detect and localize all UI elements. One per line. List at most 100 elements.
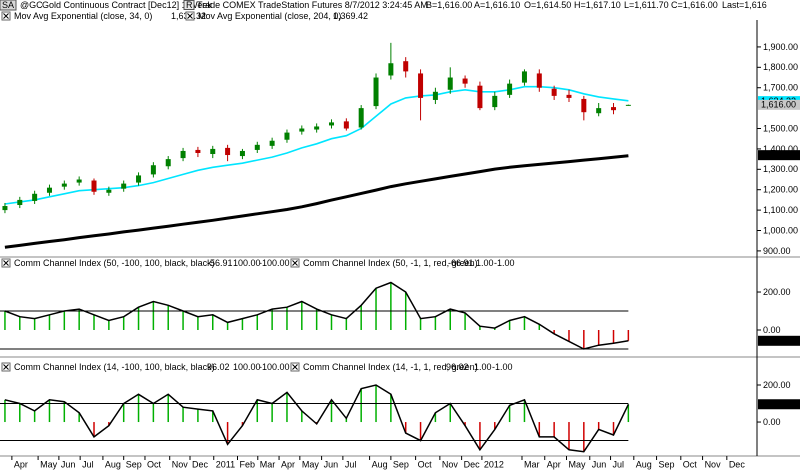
x-tick-label: Dec xyxy=(192,459,209,469)
y-tick-label: 200.00 xyxy=(763,380,791,390)
x-tick-label: May xyxy=(569,459,587,469)
candle-body xyxy=(314,126,320,130)
candle-body xyxy=(507,83,513,95)
current-value-box xyxy=(758,150,800,161)
x-tick-label: May xyxy=(302,459,320,469)
y-tick-label: 1,400.00 xyxy=(763,144,798,154)
indicator-param: -100.00 xyxy=(259,362,290,372)
candle-body xyxy=(388,63,394,76)
quote: L=1,611.70 xyxy=(624,0,669,10)
x-tick-label: Nov xyxy=(172,459,189,469)
candle-body xyxy=(76,179,82,183)
quote: A=1,616.10 xyxy=(474,0,520,10)
current-value-box xyxy=(758,399,800,410)
current-value-label: -56.91 xyxy=(761,336,787,346)
x-tick-label: 2011 xyxy=(216,459,235,469)
x-tick-label: Apr xyxy=(281,459,295,469)
indicator-value: 1,369.42 xyxy=(333,11,368,21)
y-tick-label: 1,500.00 xyxy=(763,123,798,133)
indicator-name: Mov Avg Exponential (close, 34, 0) xyxy=(14,11,152,21)
candle-body xyxy=(210,148,216,155)
y-tick-label: 0.00 xyxy=(763,417,781,427)
candle-body xyxy=(32,193,38,201)
checkbox-x xyxy=(187,13,193,19)
y-tick-label: 1,000.00 xyxy=(763,225,798,235)
indicator-param: 100.00 xyxy=(233,362,261,372)
quote: B=1,616.00 xyxy=(426,0,472,10)
x-tick-label: Nov xyxy=(442,459,459,469)
y-tick-label: 1,100.00 xyxy=(763,205,798,215)
x-tick-label: Apr xyxy=(547,459,561,469)
checkbox-x xyxy=(292,364,298,370)
quote: H=1,617.10 xyxy=(574,0,621,10)
x-tick-label: Dec xyxy=(464,459,481,469)
candle-body xyxy=(343,121,349,129)
x-tick-label: Mar xyxy=(524,459,540,469)
y-tick-label: 1,900.00 xyxy=(763,42,798,52)
x-tick-label: Sep xyxy=(126,459,142,469)
checkbox-x xyxy=(3,364,9,370)
symbol-box-label[interactable]: SA xyxy=(2,0,14,10)
indicator-value: 96.02 xyxy=(207,362,230,372)
candle-body xyxy=(17,199,23,206)
candle-body xyxy=(477,85,483,109)
candle-body xyxy=(254,144,260,150)
current-value-label: 1,616.00 xyxy=(761,100,796,110)
candle-body xyxy=(299,128,305,132)
quote: O=1,614.50 xyxy=(524,0,571,10)
indicator-name: Comm Channel Index (50, -100, 100, black… xyxy=(14,258,215,268)
x-tick-label: Oct xyxy=(418,459,433,469)
indicator-value: -66.91 xyxy=(448,258,474,268)
indicator-param: 100.00 xyxy=(233,258,261,268)
indicator-name: Comm Channel Index (50, -1, 1, red, gree… xyxy=(303,258,478,268)
quote: Last=1,616 xyxy=(722,0,767,10)
indicator-param: -100.00 xyxy=(259,258,290,268)
current-value-label: 1,369.42 xyxy=(761,150,796,160)
current-value-label: 96.02 xyxy=(761,399,784,409)
candle-body xyxy=(373,77,379,107)
moving-average-line xyxy=(4,154,629,249)
x-tick-label: Jul xyxy=(82,459,94,469)
y-tick-label: 0.00 xyxy=(763,325,781,335)
candle-body xyxy=(447,77,453,90)
candle-body xyxy=(566,94,572,98)
r-box[interactable] xyxy=(183,0,195,10)
r-box-label[interactable]: R xyxy=(186,0,193,10)
y-tick-label: 1,800.00 xyxy=(763,62,798,72)
x-tick-label: Jun xyxy=(592,459,607,469)
panel-header xyxy=(0,257,800,269)
current-value-box xyxy=(758,335,800,346)
x-tick-label: Sep xyxy=(393,459,409,469)
candle-body xyxy=(150,165,156,175)
candle-body xyxy=(225,147,231,156)
candle-body xyxy=(121,183,127,189)
x-tick-label: Sep xyxy=(659,459,675,469)
candle-body xyxy=(195,149,201,153)
x-tick-label: Jun xyxy=(324,459,339,469)
x-tick-label: Aug xyxy=(105,459,121,469)
x-tick-label: Nov xyxy=(705,459,722,469)
x-tick-label: Jun xyxy=(61,459,76,469)
indicator-value: -56.91 xyxy=(207,258,233,268)
x-tick-label: 2012 xyxy=(484,459,504,469)
indicator-name: Mov Avg Exponential (close, 204, 0) xyxy=(198,11,341,21)
candle-body xyxy=(284,132,290,140)
candle-body xyxy=(551,88,557,96)
candle-body xyxy=(239,150,245,157)
candle-body xyxy=(180,150,186,159)
y-tick-label: 1,300.00 xyxy=(763,164,798,174)
candle-body xyxy=(46,187,52,193)
indicator-param: 1.00 xyxy=(476,258,494,268)
candle-body xyxy=(2,206,8,211)
candle-body xyxy=(61,183,67,187)
symbol-box[interactable] xyxy=(0,0,17,11)
x-tick-label: Aug xyxy=(636,459,652,469)
source: Trade COMEX TradeStation Futures 8/7/201… xyxy=(197,0,428,10)
quote: C=1,616.00 xyxy=(671,0,718,10)
x-tick-label: Oct xyxy=(147,459,162,469)
x-tick-label: Dec xyxy=(729,459,746,469)
x-tick-label: Jul xyxy=(613,459,625,469)
indicator-value: 96.02 xyxy=(446,362,469,372)
y-tick-label: 1,700.00 xyxy=(763,83,798,93)
